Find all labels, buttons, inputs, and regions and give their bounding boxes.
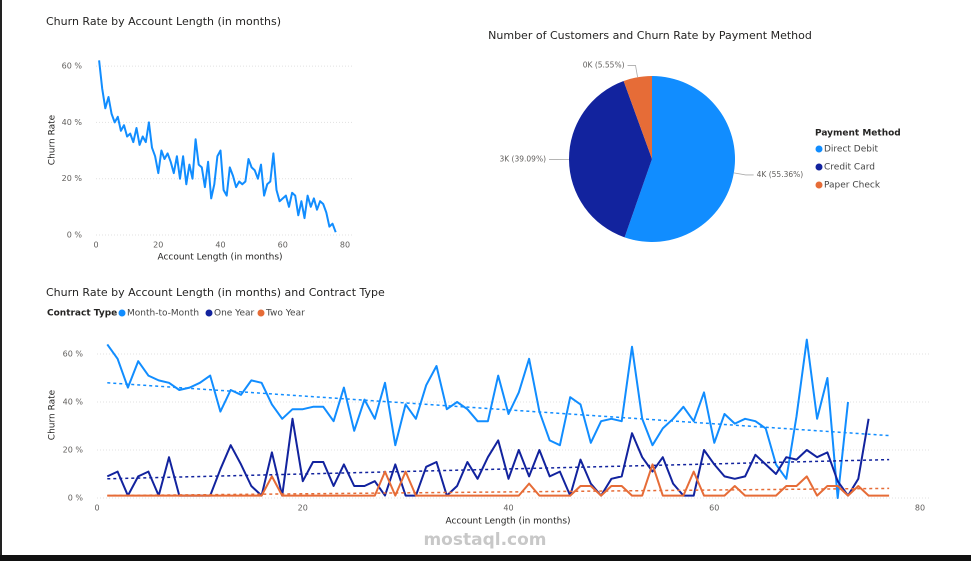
x-tick-label: 0 — [93, 241, 98, 250]
legend-title: Contract Type — [47, 309, 117, 319]
trend-line — [107, 382, 890, 437]
trend-line — [107, 487, 890, 497]
legend-label: One Year — [214, 309, 255, 319]
legend-label: Direct Debit — [824, 145, 878, 155]
leader-line — [627, 65, 638, 78]
x-tick-label: 60 — [278, 241, 288, 250]
pie-slice — [569, 80, 652, 238]
x-axis-label: Account Length (in months) — [445, 517, 570, 527]
chart-title: Churn Rate by Account Length (in months) — [46, 15, 281, 28]
y-tick-label: 0 % — [68, 494, 84, 503]
data-line — [107, 463, 890, 497]
legend-label: Credit Card — [824, 163, 875, 173]
leader-line — [733, 172, 754, 176]
x-tick-label: 20 — [153, 241, 163, 250]
chart-title: Churn Rate by Account Length (in months)… — [46, 286, 385, 299]
x-axis-label: Account Length (in months) — [157, 253, 282, 263]
bottom-border — [0, 555, 971, 561]
y-tick-label: 0 % — [67, 231, 83, 240]
data-label: 0K (5.55%) — [583, 60, 625, 69]
x-tick-label: 20 — [298, 504, 308, 513]
y-tick-label: 60 % — [63, 350, 84, 359]
legend-marker — [118, 309, 126, 317]
pie-slice — [623, 76, 652, 159]
data-line — [106, 338, 849, 499]
data-line — [98, 60, 337, 233]
y-tick-label: 40 % — [62, 118, 83, 127]
y-tick-label: 20 % — [62, 174, 83, 183]
x-tick-label: 80 — [340, 241, 350, 250]
y-tick-label: 60 % — [62, 62, 83, 71]
left-border — [0, 0, 2, 561]
legend-label: Month-to-Month — [127, 309, 199, 319]
x-tick-label: 80 — [915, 504, 925, 513]
legend-marker — [815, 145, 823, 153]
y-tick-label: 20 % — [63, 446, 84, 455]
x-tick-label: 60 — [709, 504, 719, 513]
data-label: 3K (39.09%) — [499, 155, 546, 164]
y-tick-label: 40 % — [63, 398, 84, 407]
legend-marker — [257, 309, 265, 317]
data-label: 4K (55.36%) — [757, 170, 804, 179]
chart-title: Number of Customers and Churn Rate by Pa… — [488, 29, 812, 42]
legend-label: Two Year — [265, 309, 305, 319]
legend-marker — [815, 181, 823, 189]
y-axis-label: Churn Rate — [48, 114, 58, 165]
pie-slice — [624, 76, 735, 242]
trend-line — [107, 458, 890, 480]
legend-label: Paper Check — [824, 181, 881, 191]
data-line — [106, 417, 870, 497]
y-axis-label: Churn Rate — [48, 389, 58, 440]
x-tick-label: 0 — [94, 504, 99, 513]
legend-marker — [205, 309, 213, 317]
x-tick-label: 40 — [503, 504, 513, 513]
legend-marker — [815, 163, 823, 171]
legend-title: Payment Method — [815, 129, 901, 139]
watermark: mostaql.com — [423, 530, 546, 550]
x-tick-label: 40 — [215, 241, 225, 250]
